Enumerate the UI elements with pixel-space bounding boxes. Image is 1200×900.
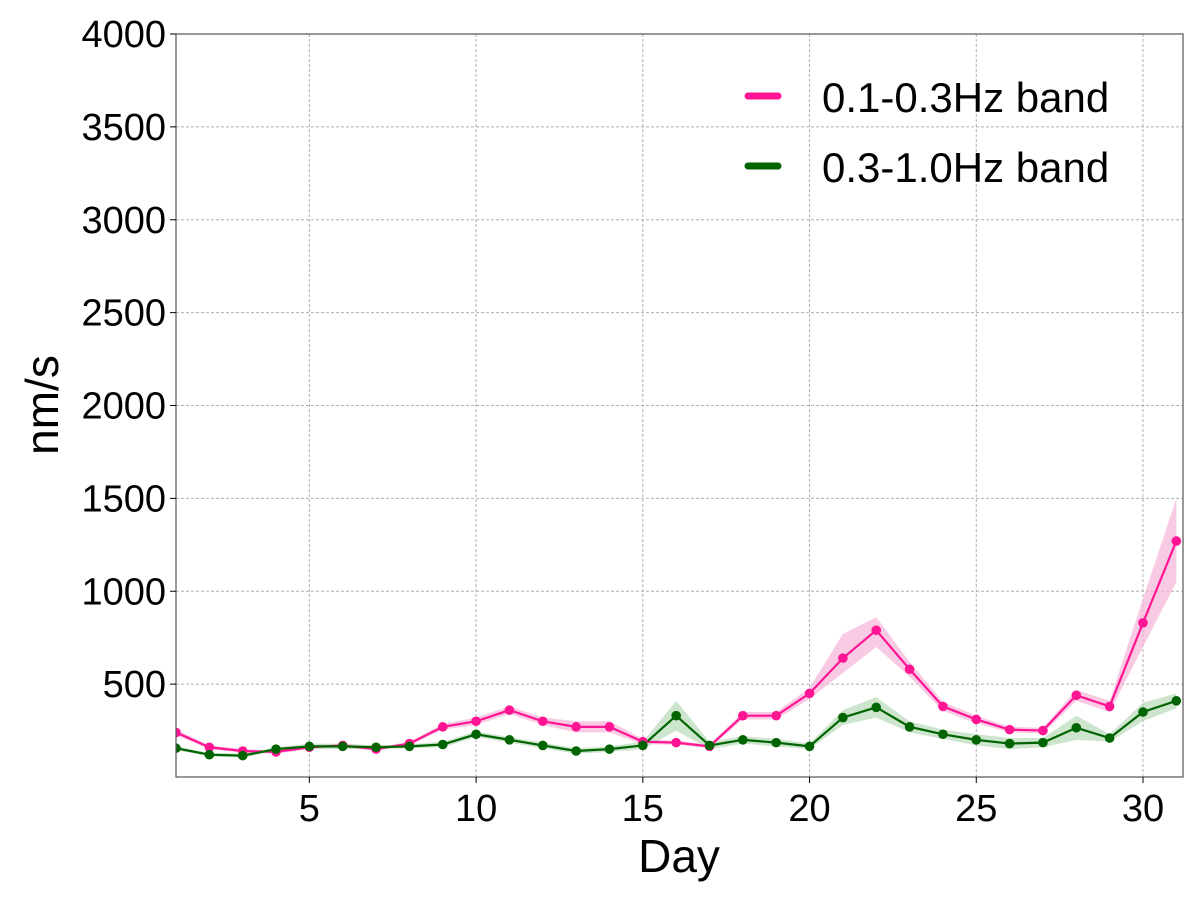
y-axis-title: nm/s [16,355,68,455]
point-series-1 [337,741,348,752]
legend-label-0: 0.1-0.3Hz band [822,74,1109,121]
point-series-0 [1138,618,1148,628]
point-series-1 [804,741,815,752]
point-series-0 [738,710,748,721]
point-series-0 [938,701,948,712]
x-tick-label: 25 [955,788,997,830]
point-series-1 [437,739,448,750]
y-tick-label: 2000 [81,386,166,428]
point-series-1 [537,740,548,751]
y-tick-label: 3500 [81,107,166,149]
point-series-1 [204,749,215,760]
y-tick-label: 1500 [81,478,166,520]
point-series-1 [604,744,615,754]
point-series-0 [176,727,181,738]
point-series-1 [738,735,748,745]
point-series-1 [471,729,481,740]
legend-label-1: 0.3-1.0Hz band [822,144,1109,191]
point-series-1 [938,729,948,740]
point-series-1 [904,722,915,732]
point-series-1 [304,741,315,752]
point-series-1 [1138,707,1148,717]
point-series-1 [871,702,882,713]
point-series-1 [771,737,781,748]
point-series-0 [604,722,615,732]
x-tick-label: 15 [622,788,664,830]
point-series-1 [1104,733,1115,743]
point-series-1 [404,741,415,752]
y-tick-label: 500 [103,664,166,706]
x-axis-ticks: 5 10 15 20 25 30 [299,777,1164,830]
point-series-1 [271,744,281,754]
point-series-0 [437,722,448,732]
point-series-0 [871,625,882,636]
point-series-0 [1171,536,1182,546]
point-series-0 [1104,701,1115,712]
legend: 0.1-0.3Hz band 0.3-1.0Hz band [744,74,1109,191]
confidence-bands [176,498,1177,758]
point-series-0 [1004,724,1015,735]
point-series-1 [237,750,248,761]
band-series-1 [176,693,1177,758]
band-series-0 [176,498,1177,754]
x-tick-label: 20 [788,788,830,830]
point-series-0 [204,742,215,753]
point-series-0 [1038,725,1048,736]
y-tick-label: 1000 [81,571,166,613]
point-series-1 [1004,738,1015,749]
point-series-0 [771,710,781,721]
point-series-0 [804,688,815,699]
point-series-0 [571,722,581,732]
point-series-0 [471,716,481,727]
point-series-0 [671,737,681,748]
point-series-1 [371,742,381,753]
point-series-0 [1071,690,1082,701]
series-points [176,536,1182,761]
point-series-0 [904,664,915,675]
point-series-1 [704,740,715,751]
y-tick-label: 3000 [81,200,166,242]
point-series-1 [838,712,848,723]
point-series-0 [971,714,982,725]
point-series-1 [638,740,648,751]
point-series-1 [971,735,982,745]
x-tick-label: 30 [1122,788,1164,830]
point-series-0 [504,705,515,715]
point-series-1 [504,735,515,745]
x-axis-title: Day [638,830,720,882]
y-tick-label: 4000 [81,14,166,56]
x-tick-label: 5 [299,788,320,830]
point-series-0 [838,653,848,663]
point-series-1 [671,710,681,721]
y-tick-label: 2500 [81,293,166,335]
point-series-1 [1038,737,1048,748]
point-series-1 [571,746,581,756]
x-tick-label: 10 [455,788,497,830]
y-axis-ticks: 500 1000 1500 2000 2500 3000 3500 4000 [81,14,176,706]
point-series-1 [1171,696,1182,706]
point-series-1 [176,743,181,754]
point-series-1 [1071,722,1082,733]
point-series-0 [537,716,548,727]
